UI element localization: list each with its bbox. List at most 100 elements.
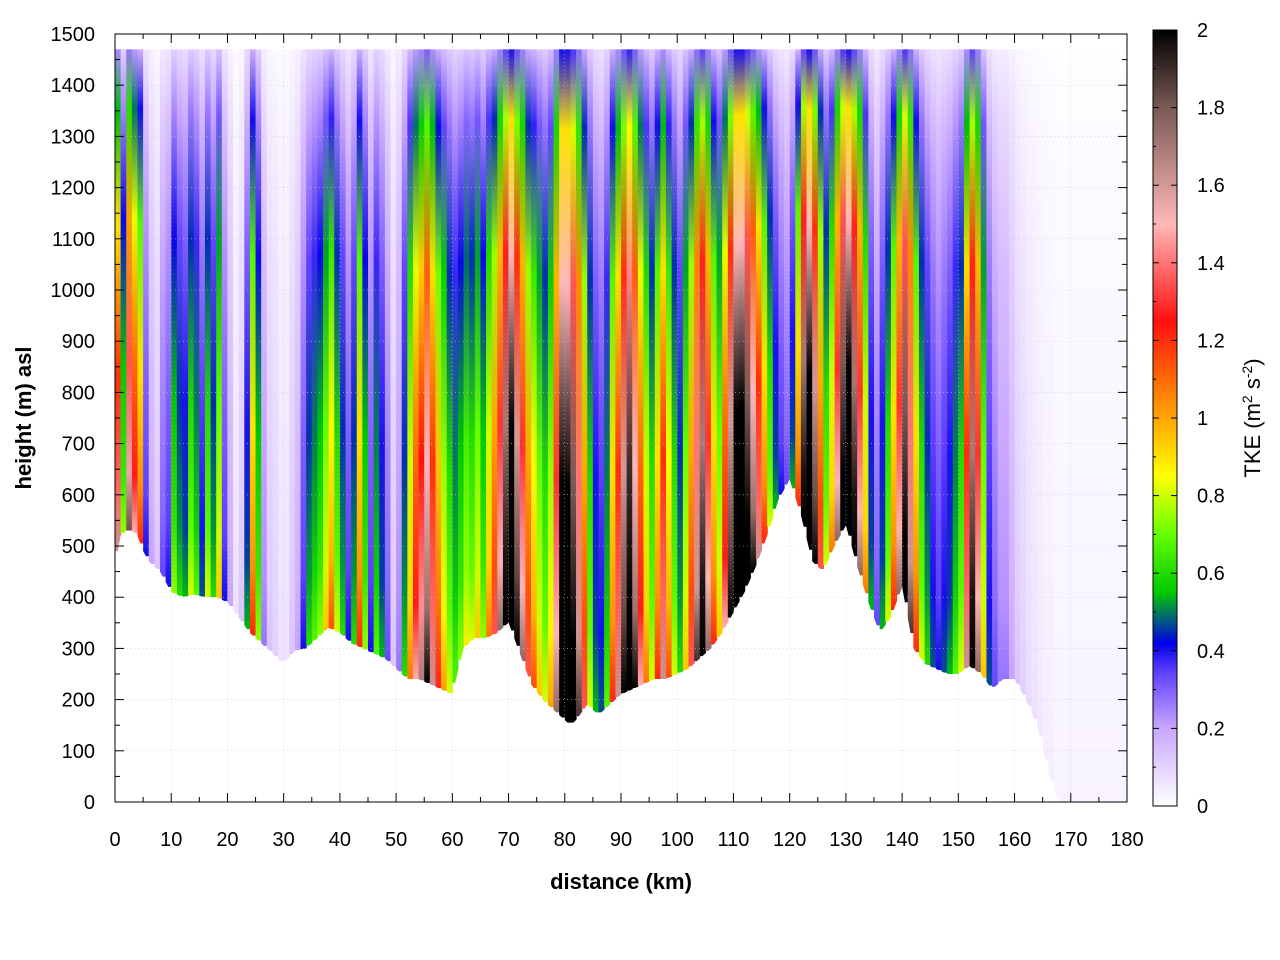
tke-column: [1014, 49, 1021, 685]
tke-column: [1059, 49, 1066, 802]
y-tick-label: 1300: [51, 126, 96, 148]
tke-column: [1042, 49, 1049, 760]
x-tick-label: 50: [385, 829, 407, 851]
colorbar-tick-label: 1.8: [1197, 98, 1225, 120]
tke-column: [626, 49, 633, 691]
tke-column: [441, 49, 448, 691]
y-tick-label: 1400: [51, 75, 96, 97]
tke-column: [221, 49, 229, 602]
tke-column: [171, 49, 178, 594]
tke-column: [531, 49, 538, 689]
x-tick-label: 90: [610, 829, 632, 851]
tke-column: [294, 49, 302, 651]
y-tick-label: 800: [62, 382, 95, 404]
tke-column: [446, 49, 453, 694]
y-tick-label: 500: [62, 536, 95, 558]
tke-column: [311, 49, 318, 641]
x-tick-label: 40: [329, 829, 351, 851]
colorbar-title-sup1: 2: [1239, 395, 1255, 403]
tke-column: [289, 49, 296, 655]
x-tick-label: 110: [717, 829, 749, 851]
x-tick-label: 100: [661, 829, 694, 851]
y-tick-label: 1500: [51, 24, 96, 46]
tke-column: [896, 49, 903, 595]
x-tick-label: 140: [885, 829, 918, 851]
tke-column: [1008, 49, 1016, 680]
colorbar-tick-label: 0.2: [1197, 718, 1225, 740]
x-tick-label: 180: [1110, 829, 1143, 851]
tke-column: [739, 49, 746, 598]
tke-column: [137, 49, 144, 544]
tke-column: [452, 49, 459, 683]
tke-column: [609, 49, 616, 703]
tke-column: [261, 49, 268, 646]
tke-column: [356, 49, 363, 648]
colorbar-tick-label: 0.4: [1197, 641, 1225, 663]
x-axis-title: distance (km): [550, 869, 692, 894]
tke-column: [1104, 49, 1117, 802]
tke-column: [913, 49, 920, 653]
x-tick-label: 160: [998, 829, 1031, 851]
tke-column: [412, 49, 420, 680]
tke-column: [918, 49, 926, 660]
x-axis: 0 10 20 30 40 50 60 70 80 90 100 110 120 130 140 150 160…: [109, 34, 1144, 851]
colorbar-title-base: TKE (m: [1240, 403, 1265, 478]
tke-column: [368, 49, 375, 653]
colorbar-title-sup2: -2: [1239, 365, 1255, 378]
tke-column: [379, 49, 386, 658]
tke-column: [1025, 49, 1033, 707]
tke-column: [249, 49, 257, 636]
tke-column: [1003, 49, 1010, 680]
tke-column: [255, 49, 262, 641]
tke-column: [632, 49, 639, 689]
tke-column: [986, 49, 993, 686]
x-tick-label: 130: [829, 829, 862, 851]
tke-column: [216, 49, 223, 599]
tke-column: [182, 49, 189, 597]
tke-column: [480, 49, 487, 639]
x-tick-label: 10: [160, 829, 182, 851]
tke-column: [328, 49, 335, 630]
tke-column: [396, 49, 403, 672]
tke-column: [148, 49, 155, 564]
tke-column: [559, 49, 566, 718]
tke-column: [716, 49, 723, 637]
tke-column: [710, 49, 718, 645]
heatmap-layer: [115, 49, 1127, 802]
tke-column: [188, 49, 195, 596]
tke-column: [362, 49, 369, 650]
tke-column: [885, 49, 892, 622]
y-tick-label: 200: [62, 690, 95, 712]
tke-column: [317, 49, 324, 636]
tke-column: [120, 49, 127, 534]
tke-column: [126, 49, 133, 531]
tke-column: [963, 49, 971, 669]
tke-column: [278, 49, 285, 662]
y-tick-label: 1000: [51, 280, 96, 302]
tke-column: [1020, 49, 1027, 695]
tke-column: [233, 49, 240, 614]
tke-column: [514, 49, 521, 646]
tke-column: [952, 49, 959, 675]
tke-column: [553, 49, 560, 713]
tke-column: [306, 49, 313, 646]
tke-column: [1082, 49, 1094, 802]
y-tick-label: 0: [84, 792, 95, 814]
tke-column: [806, 49, 813, 550]
tke-column: [637, 49, 645, 686]
x-tick-label: 60: [441, 829, 463, 851]
tke-column: [688, 49, 695, 667]
tke-column: [1070, 49, 1083, 802]
tke-column: [334, 49, 341, 632]
y-tick-label: 1200: [51, 178, 96, 200]
tke-column: [671, 49, 678, 676]
tke-column: [621, 49, 628, 694]
tke-column: [474, 49, 482, 639]
y-tick-label: 900: [62, 331, 95, 353]
tke-column: [744, 49, 751, 586]
tke-column: [542, 49, 549, 703]
tke-column: [519, 49, 527, 662]
tke-column: [784, 49, 791, 485]
tke-column: [576, 49, 583, 717]
tke-column: [969, 49, 976, 669]
